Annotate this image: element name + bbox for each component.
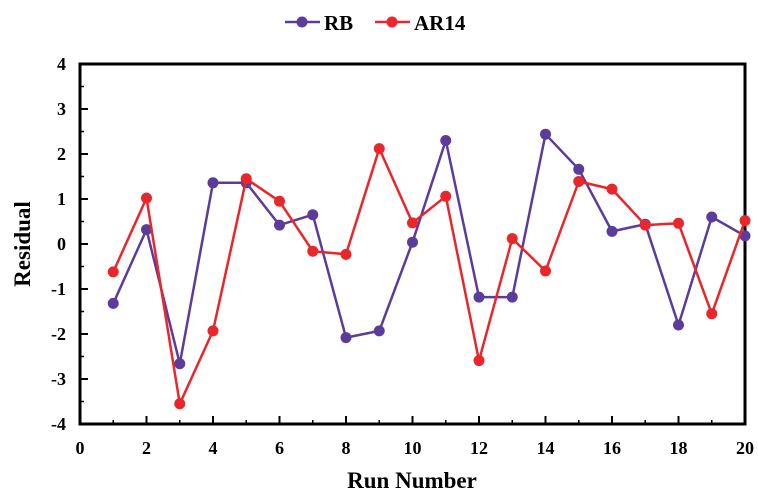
data-point-rb[interactable] [373, 325, 385, 337]
data-point-rb[interactable] [673, 319, 684, 331]
y-tick-label: -4 [51, 414, 66, 434]
data-point-ar14[interactable] [373, 143, 385, 155]
data-point-rb[interactable] [141, 224, 152, 236]
x-tick-label: 0 [76, 438, 85, 458]
legend: RB AR14 [285, 11, 466, 35]
x-tick-label: 6 [275, 438, 284, 458]
x-tick-label: 12 [470, 438, 488, 458]
data-point-ar14[interactable] [739, 215, 751, 227]
legend-marker-ar14 [386, 16, 398, 28]
x-tick-label: 20 [736, 438, 754, 458]
data-point-rb[interactable] [107, 297, 119, 309]
x-axis-label: Run Number [347, 468, 477, 493]
data-point-ar14[interactable] [440, 190, 452, 202]
data-point-rb[interactable] [274, 219, 285, 231]
data-point-ar14[interactable] [207, 325, 219, 337]
data-point-ar14[interactable] [473, 355, 485, 367]
data-point-ar14[interactable] [706, 308, 718, 320]
x-tick-label: 16 [603, 438, 621, 458]
data-point-ar14[interactable] [340, 248, 352, 260]
y-tick-label: 4 [57, 54, 66, 74]
data-point-rb[interactable] [407, 236, 418, 248]
data-point-rb[interactable] [706, 211, 718, 223]
y-tick-label: 1 [57, 189, 66, 209]
legend-item-1[interactable]: AR14 [375, 11, 466, 35]
x-tick-label: 18 [670, 438, 688, 458]
series-line-rb [112, 132, 746, 365]
y-tick-label: 3 [57, 99, 66, 119]
data-point-rb[interactable] [473, 291, 485, 303]
y-tick-label: -3 [51, 369, 66, 389]
series-line-ar14 [112, 147, 747, 406]
y-tick-label: 2 [57, 144, 66, 164]
data-point-rb[interactable] [174, 358, 186, 370]
data-point-rb[interactable] [540, 128, 551, 140]
data-point-ar14[interactable] [141, 192, 152, 204]
data-point-ar14[interactable] [639, 219, 651, 231]
x-tick-label: 4 [209, 438, 218, 458]
x-tick-label: 2 [142, 438, 151, 458]
x-tick-label: 10 [404, 438, 422, 458]
x-tick-label: 8 [342, 438, 351, 458]
data-point-ar14[interactable] [506, 233, 518, 245]
data-point-ar14[interactable] [573, 175, 585, 187]
data-point-rb[interactable] [207, 177, 219, 189]
data-point-ar14[interactable] [174, 398, 186, 410]
data-point-rb[interactable] [307, 209, 319, 221]
data-point-ar14[interactable] [673, 217, 684, 229]
data-point-ar14[interactable] [606, 183, 618, 195]
data-point-ar14[interactable] [407, 217, 418, 229]
data-point-ar14[interactable] [540, 265, 551, 277]
data-point-rb[interactable] [440, 135, 452, 146]
series-layer [107, 128, 751, 410]
data-point-ar14[interactable] [107, 266, 119, 278]
data-point-ar14[interactable] [274, 195, 285, 207]
y-tick-label: 0 [57, 234, 66, 254]
y-tick-label: -2 [51, 324, 66, 344]
data-point-ar14[interactable] [307, 245, 319, 257]
data-point-rb[interactable] [606, 225, 618, 237]
data-point-rb[interactable] [506, 291, 518, 303]
legend-item-0[interactable]: RB [285, 11, 353, 35]
data-point-rb[interactable] [739, 230, 751, 242]
legend-label-ar14: AR14 [414, 11, 466, 35]
x-tick-label: 14 [537, 438, 555, 458]
data-point-rb[interactable] [573, 163, 585, 175]
legend-label-rb: RB [324, 11, 353, 35]
data-point-ar14[interactable] [240, 173, 252, 185]
legend-marker-rb [296, 16, 308, 28]
y-axis-label: Residual [10, 201, 35, 287]
data-point-rb[interactable] [340, 332, 352, 344]
y-tick-label: -1 [51, 279, 66, 299]
